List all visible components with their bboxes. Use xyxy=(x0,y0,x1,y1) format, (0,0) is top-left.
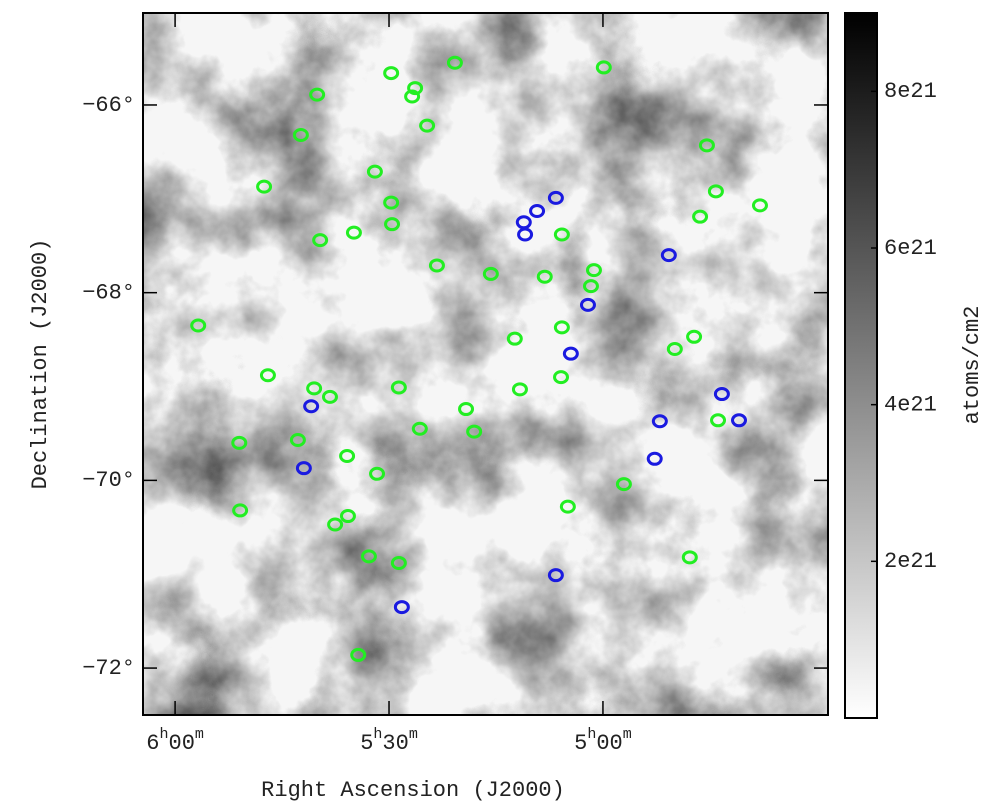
source-marker xyxy=(390,380,407,395)
source-marker xyxy=(411,421,428,436)
y-tick-label: −66° xyxy=(82,93,135,118)
source-marker xyxy=(707,184,724,199)
source-marker xyxy=(350,647,367,662)
source-marker xyxy=(369,466,386,481)
source-marker xyxy=(303,399,320,414)
source-marker xyxy=(390,555,407,570)
source-marker xyxy=(582,279,599,294)
source-marker xyxy=(339,509,356,524)
source-marker xyxy=(295,461,312,476)
source-marker xyxy=(366,164,383,179)
source-marker xyxy=(506,331,523,346)
source-marker xyxy=(428,258,445,273)
source-marker xyxy=(553,370,570,385)
plot-frame xyxy=(142,12,829,716)
source-marker xyxy=(595,60,612,75)
source-marker xyxy=(562,346,579,361)
source-marker xyxy=(710,413,727,428)
y-tick-label: −72° xyxy=(82,656,135,681)
source-marker xyxy=(579,297,596,312)
source-marker xyxy=(751,198,768,213)
source-marker xyxy=(383,66,400,81)
source-marker xyxy=(713,387,730,402)
source-marker xyxy=(256,179,273,194)
source-marker xyxy=(458,402,475,417)
x-tick-label: 6h00m xyxy=(146,726,204,755)
y-tick-label: −70° xyxy=(82,468,135,493)
source-marker xyxy=(547,190,564,205)
source-marker xyxy=(466,424,483,439)
source-marker xyxy=(407,81,424,96)
source-marker xyxy=(306,381,323,396)
y-tick-label: −68° xyxy=(82,280,135,305)
source-marker xyxy=(731,413,748,428)
source-marker xyxy=(446,55,463,70)
source-marker xyxy=(384,217,401,232)
source-marker xyxy=(559,499,576,514)
source-marker xyxy=(660,248,677,263)
colorbar-label: atoms/cm2 xyxy=(960,306,985,425)
source-marker xyxy=(553,227,570,242)
source-marker xyxy=(553,320,570,335)
hi-column-density-map xyxy=(143,13,828,715)
colorbar xyxy=(844,12,878,719)
source-marker xyxy=(646,451,663,466)
source-marker xyxy=(339,448,356,463)
source-marker xyxy=(289,433,306,448)
source-marker xyxy=(615,477,632,492)
source-marker xyxy=(482,266,499,281)
source-marker xyxy=(419,118,436,133)
source-marker xyxy=(309,87,326,102)
source-marker xyxy=(692,209,709,224)
colorbar-tick-label: 2e21 xyxy=(884,549,937,574)
source-marker xyxy=(321,389,338,404)
source-marker xyxy=(547,568,564,583)
source-marker xyxy=(232,503,249,518)
source-marker xyxy=(327,517,344,532)
source-marker xyxy=(393,600,410,615)
source-marker xyxy=(686,329,703,344)
y-axis-label: Declination (J2000) xyxy=(28,239,53,490)
source-marker xyxy=(651,414,668,429)
source-marker xyxy=(585,263,602,278)
source-marker xyxy=(404,89,421,104)
source-marker xyxy=(312,233,329,248)
source-marker xyxy=(511,382,528,397)
x-tick-label: 5h00m xyxy=(574,726,632,755)
source-marker xyxy=(259,368,276,383)
source-marker xyxy=(231,435,248,450)
source-marker xyxy=(698,138,715,153)
colorbar-tick-label: 8e21 xyxy=(884,79,937,104)
source-marker xyxy=(529,204,546,219)
x-tick-label: 5h30m xyxy=(360,726,418,755)
source-marker xyxy=(360,549,377,564)
x-axis-label: Right Ascension (J2000) xyxy=(261,778,565,803)
source-marker xyxy=(681,550,698,565)
colorbar-tick-label: 6e21 xyxy=(884,236,937,261)
source-marker xyxy=(536,269,553,284)
colorbar-tick-label: 4e21 xyxy=(884,392,937,417)
source-marker xyxy=(383,195,400,210)
source-marker xyxy=(517,227,534,242)
source-marker xyxy=(292,128,309,143)
source-marker xyxy=(666,341,683,356)
source-marker xyxy=(190,318,207,333)
source-marker xyxy=(345,225,362,240)
